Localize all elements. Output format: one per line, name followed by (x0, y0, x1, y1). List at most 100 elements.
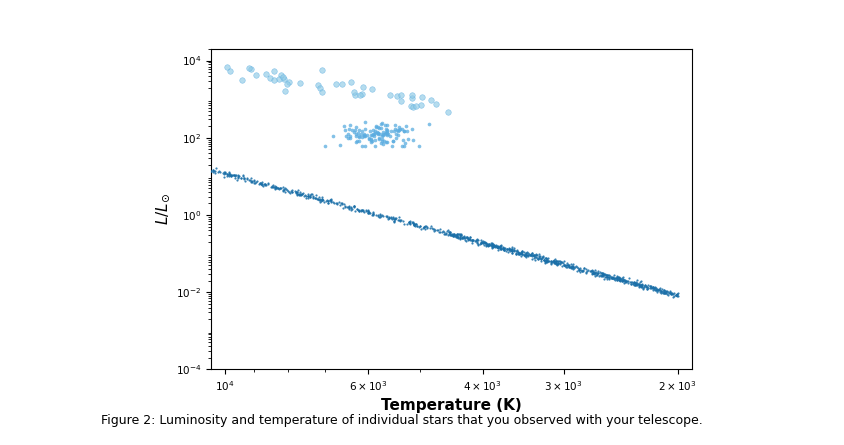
Point (263, 74, 277, 81)
Point (303, 193, 316, 200)
Point (549, 258, 562, 265)
Point (387, 217, 401, 224)
Point (381, 138, 394, 145)
Point (567, 265, 581, 272)
Point (588, 267, 602, 274)
Point (576, 267, 589, 275)
Point (485, 244, 499, 251)
Point (544, 258, 558, 265)
Point (558, 262, 571, 269)
Point (607, 274, 620, 281)
Point (336, 80, 349, 87)
Point (273, 185, 286, 192)
Point (363, 209, 376, 216)
Point (225, 173, 238, 180)
Point (390, 127, 403, 134)
Point (530, 255, 544, 262)
Point (450, 233, 463, 240)
Point (542, 257, 555, 264)
Point (641, 283, 654, 290)
Point (376, 141, 390, 148)
Point (315, 196, 328, 203)
Point (524, 251, 538, 259)
Point (473, 240, 487, 247)
Point (461, 236, 474, 243)
Point (495, 246, 508, 253)
Point (363, 135, 376, 142)
Point (406, 218, 419, 226)
Point (616, 278, 630, 285)
Point (295, 190, 309, 198)
Point (592, 272, 605, 279)
Point (337, 200, 350, 207)
Point (615, 275, 629, 282)
Point (261, 180, 274, 187)
Point (249, 72, 262, 79)
Point (540, 255, 554, 262)
Point (347, 203, 360, 210)
Point (559, 263, 572, 270)
Point (419, 222, 432, 229)
Point (362, 209, 376, 216)
Point (549, 259, 563, 267)
Point (446, 232, 460, 239)
Point (557, 262, 571, 269)
Point (311, 196, 325, 203)
Point (386, 138, 399, 145)
Point (218, 169, 231, 176)
Point (364, 136, 377, 143)
Point (565, 265, 578, 272)
Point (501, 248, 515, 255)
Point (506, 248, 520, 255)
Point (436, 228, 450, 235)
Point (410, 223, 424, 230)
Point (289, 188, 303, 195)
Point (488, 242, 501, 249)
Point (595, 271, 609, 279)
Point (504, 246, 517, 253)
Point (574, 268, 587, 275)
Point (372, 136, 386, 143)
Point (562, 264, 576, 271)
Point (398, 139, 412, 146)
Point (626, 281, 640, 288)
Point (551, 260, 565, 267)
Point (608, 272, 621, 279)
Point (599, 273, 613, 280)
Point (255, 181, 268, 188)
Point (398, 127, 411, 134)
Point (515, 250, 528, 257)
Point (447, 233, 461, 240)
Point (424, 222, 437, 229)
Point (318, 143, 332, 150)
Point (257, 182, 270, 190)
Point (372, 135, 386, 142)
Point (603, 273, 616, 280)
Point (311, 195, 325, 202)
Point (614, 276, 627, 283)
Point (365, 211, 379, 218)
Point (392, 126, 406, 134)
Point (408, 221, 421, 228)
Point (608, 275, 621, 282)
Point (402, 219, 415, 226)
Point (332, 199, 345, 206)
Point (520, 251, 533, 259)
Point (653, 287, 667, 294)
Point (398, 220, 411, 227)
Point (353, 207, 366, 214)
Point (339, 132, 353, 139)
Point (353, 207, 366, 214)
Point (408, 221, 421, 228)
Point (665, 290, 679, 297)
Point (536, 254, 549, 261)
Point (349, 130, 363, 138)
Point (454, 231, 468, 238)
Point (453, 234, 467, 241)
Point (266, 183, 279, 190)
Point (382, 214, 396, 222)
Point (625, 279, 639, 286)
Point (273, 75, 286, 82)
Point (359, 143, 372, 150)
Point (577, 265, 591, 272)
